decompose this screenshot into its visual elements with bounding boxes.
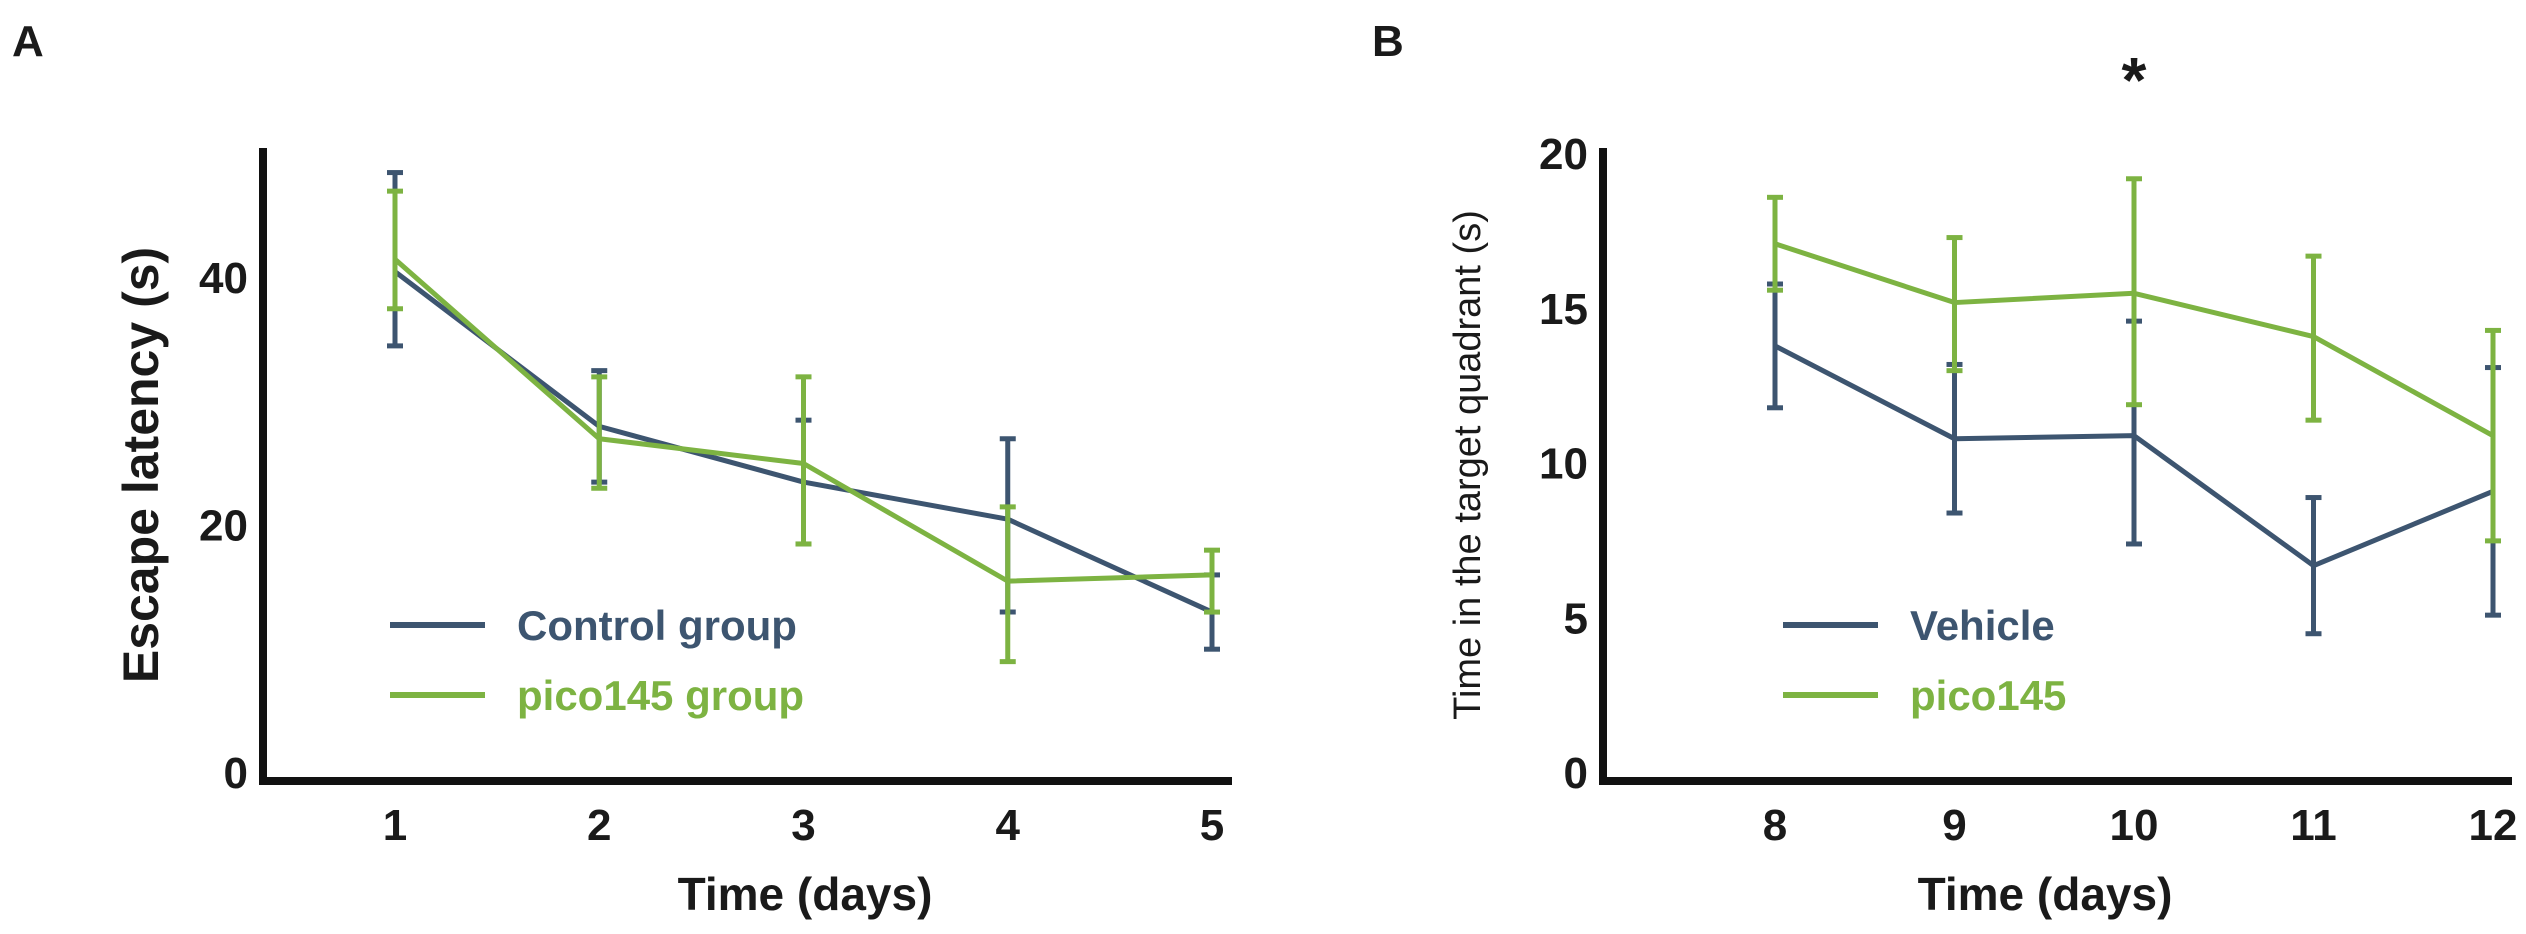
x-tick-label: 9 bbox=[1942, 801, 1966, 850]
legend-label: pico145 bbox=[1910, 672, 2066, 719]
x-tick-label: 2 bbox=[587, 801, 611, 850]
x-tick-label: 4 bbox=[996, 801, 1021, 850]
y-tick-label: 10 bbox=[1539, 440, 1588, 489]
panel-a-escape-latency-chart: 0 20 40 1 2 3 4 5 Time (days) Escape latency (s) C… bbox=[113, 148, 1232, 920]
legend-label: pico145 group bbox=[517, 672, 804, 719]
legend: Control group pico145 group bbox=[390, 602, 804, 719]
series-line bbox=[1773, 343, 2494, 569]
y-tick-label: 20 bbox=[1539, 130, 1588, 179]
y-tick-label: 15 bbox=[1539, 285, 1588, 334]
y-tick-label: 5 bbox=[1564, 594, 1588, 643]
y-axis-label: Time in the target quadrant (s) bbox=[1447, 210, 1489, 720]
x-tick-label: 5 bbox=[1200, 801, 1224, 850]
panel-b-target-quadrant-chart: 0 5 10 15 20 8 9 10 11 12 Time (days) Time in the t… bbox=[1447, 44, 2517, 920]
y-axis-label: Escape latency (s) bbox=[113, 247, 169, 683]
significance-annotation: * bbox=[2122, 44, 2147, 116]
x-tick-label: 10 bbox=[2110, 801, 2159, 850]
series-line bbox=[1774, 241, 2495, 438]
x-axis-label: Time (days) bbox=[1918, 868, 2173, 920]
y-tick-label: 0 bbox=[1564, 749, 1588, 798]
x-tick-label: 11 bbox=[2290, 801, 2337, 850]
y-tick-label: 0 bbox=[224, 749, 248, 798]
x-axis-label: Time (days) bbox=[678, 868, 933, 920]
x-tick-label: 12 bbox=[2469, 801, 2518, 850]
y-tick-label: 20 bbox=[199, 501, 248, 550]
panel-letter-b: B bbox=[1372, 17, 1404, 66]
x-tick-label: 8 bbox=[1763, 801, 1787, 850]
panel-letter-a: A bbox=[12, 17, 44, 66]
y-tick-label: 40 bbox=[199, 254, 248, 303]
x-tick-label: 3 bbox=[791, 801, 815, 850]
legend-label: Vehicle bbox=[1910, 602, 2055, 649]
series-line bbox=[393, 257, 1213, 584]
x-tick-label: 1 bbox=[383, 801, 407, 850]
series-pico145 bbox=[1767, 176, 2501, 544]
series-pico145-group bbox=[387, 188, 1220, 665]
legend: Vehicle pico145 bbox=[1783, 602, 2066, 719]
legend-label: Control group bbox=[517, 602, 797, 649]
